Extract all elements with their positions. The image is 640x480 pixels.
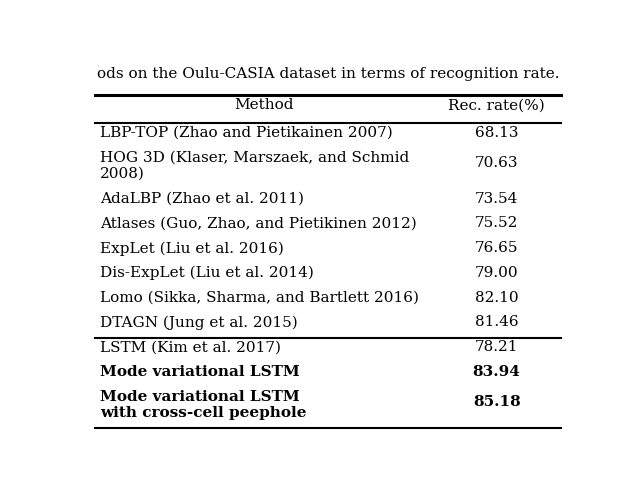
Text: ods on the Oulu-CASIA dataset in terms of recognition rate.: ods on the Oulu-CASIA dataset in terms o… — [97, 67, 559, 81]
Text: LSTM (Kim et al. 2017): LSTM (Kim et al. 2017) — [100, 340, 281, 354]
Text: 81.46: 81.46 — [475, 315, 518, 329]
Text: HOG 3D (Klaser, Marszaek, and Schmid
2008): HOG 3D (Klaser, Marszaek, and Schmid 200… — [100, 151, 409, 181]
Text: Method: Method — [234, 98, 293, 112]
Text: LBP-TOP (Zhao and Pietikainen 2007): LBP-TOP (Zhao and Pietikainen 2007) — [100, 126, 392, 140]
Text: 79.00: 79.00 — [475, 266, 518, 280]
Text: Atlases (Guo, Zhao, and Pietikinen 2012): Atlases (Guo, Zhao, and Pietikinen 2012) — [100, 216, 417, 230]
Text: Dis-ExpLet (Liu et al. 2014): Dis-ExpLet (Liu et al. 2014) — [100, 266, 314, 280]
Text: ExpLet (Liu et al. 2016): ExpLet (Liu et al. 2016) — [100, 241, 284, 255]
Text: 73.54: 73.54 — [475, 192, 518, 205]
Text: 83.94: 83.94 — [473, 365, 520, 379]
Text: 75.52: 75.52 — [475, 216, 518, 230]
Text: AdaLBP (Zhao et al. 2011): AdaLBP (Zhao et al. 2011) — [100, 192, 304, 205]
Text: 70.63: 70.63 — [475, 156, 518, 169]
Text: 68.13: 68.13 — [475, 126, 518, 140]
Text: 85.18: 85.18 — [473, 395, 520, 408]
Text: Rec. rate(%): Rec. rate(%) — [448, 98, 545, 112]
Text: Mode variational LSTM: Mode variational LSTM — [100, 365, 300, 379]
Text: 82.10: 82.10 — [475, 291, 518, 305]
Text: 76.65: 76.65 — [475, 241, 518, 255]
Text: Lomo (Sikka, Sharma, and Bartlett 2016): Lomo (Sikka, Sharma, and Bartlett 2016) — [100, 291, 419, 305]
Text: 78.21: 78.21 — [475, 340, 518, 354]
Text: Mode variational LSTM
with cross-cell peephole: Mode variational LSTM with cross-cell pe… — [100, 390, 307, 420]
Text: DTAGN (Jung et al. 2015): DTAGN (Jung et al. 2015) — [100, 315, 298, 330]
